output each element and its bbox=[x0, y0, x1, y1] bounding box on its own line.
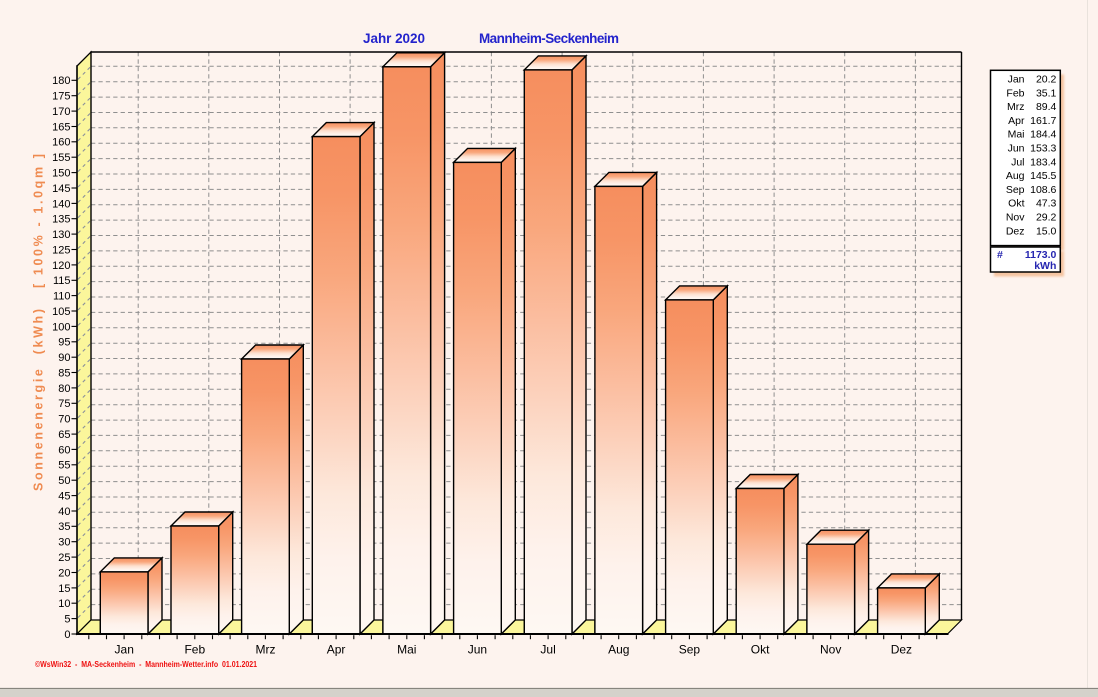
svg-text:140: 140 bbox=[52, 198, 70, 210]
svg-text:150: 150 bbox=[52, 168, 70, 180]
svg-text:Nov: Nov bbox=[820, 643, 841, 657]
svg-text:108.6: 108.6 bbox=[1030, 184, 1056, 196]
svg-text:80: 80 bbox=[58, 383, 70, 395]
svg-text:Jan: Jan bbox=[1008, 74, 1025, 86]
svg-text:0: 0 bbox=[64, 629, 70, 641]
svg-text:Okt: Okt bbox=[1008, 198, 1024, 210]
svg-text:100: 100 bbox=[52, 321, 70, 333]
svg-text:40: 40 bbox=[58, 506, 70, 518]
svg-text:145: 145 bbox=[52, 183, 70, 195]
svg-text:Aug: Aug bbox=[1006, 170, 1025, 182]
svg-text:10: 10 bbox=[58, 598, 70, 610]
svg-text:105: 105 bbox=[52, 306, 70, 318]
svg-text:Dez: Dez bbox=[1006, 225, 1025, 237]
svg-text:#: # bbox=[997, 249, 1003, 261]
svg-text:153.3: 153.3 bbox=[1030, 143, 1056, 155]
svg-text:Mai: Mai bbox=[1008, 129, 1025, 141]
svg-text:Jahr 2020: Jahr 2020 bbox=[363, 31, 425, 46]
svg-text:45: 45 bbox=[58, 491, 70, 503]
svg-text:Sep: Sep bbox=[1006, 184, 1025, 196]
svg-text:175: 175 bbox=[52, 91, 70, 103]
svg-text:5: 5 bbox=[64, 614, 70, 626]
svg-text:161.7: 161.7 bbox=[1030, 115, 1056, 127]
svg-text:30: 30 bbox=[58, 537, 70, 549]
svg-text:135: 135 bbox=[52, 214, 70, 226]
svg-text:47.3: 47.3 bbox=[1036, 198, 1057, 210]
svg-text:1173.0: 1173.0 bbox=[1025, 249, 1057, 261]
svg-text:90: 90 bbox=[58, 352, 70, 364]
svg-text:©WsWin32 - MA-Seckenheim -: ©WsWin32 - MA-Seckenheim - Mannheim-Wett… bbox=[35, 659, 257, 669]
svg-text:Sonnenenergie (kWh) [ 100%: Sonnenenergie (kWh) [ 100% - 1.0qm ] bbox=[32, 154, 46, 491]
svg-text:Mrz: Mrz bbox=[1007, 101, 1025, 113]
svg-text:kWh: kWh bbox=[1034, 260, 1056, 272]
svg-text:Jun: Jun bbox=[1008, 143, 1025, 155]
svg-text:Jul: Jul bbox=[540, 643, 555, 657]
svg-text:Jul: Jul bbox=[1011, 156, 1024, 168]
svg-text:115: 115 bbox=[53, 275, 71, 287]
svg-text:15.0: 15.0 bbox=[1036, 225, 1057, 237]
svg-text:Nov: Nov bbox=[1006, 212, 1025, 224]
svg-text:Dez: Dez bbox=[891, 643, 912, 657]
svg-text:15: 15 bbox=[58, 583, 70, 595]
svg-text:Sep: Sep bbox=[679, 643, 701, 657]
svg-text:130: 130 bbox=[52, 229, 70, 241]
svg-text:180: 180 bbox=[52, 75, 70, 87]
svg-text:65: 65 bbox=[58, 429, 70, 441]
svg-text:55: 55 bbox=[58, 460, 70, 472]
svg-text:184.4: 184.4 bbox=[1030, 129, 1056, 141]
svg-text:Mannheim-Seckenheim: Mannheim-Seckenheim bbox=[479, 31, 619, 46]
svg-text:70: 70 bbox=[58, 414, 70, 426]
svg-text:29.2: 29.2 bbox=[1036, 212, 1057, 224]
svg-text:160: 160 bbox=[52, 137, 70, 149]
svg-text:20.2: 20.2 bbox=[1036, 74, 1057, 86]
svg-text:85: 85 bbox=[58, 367, 70, 379]
svg-text:145.5: 145.5 bbox=[1030, 170, 1056, 182]
svg-text:Mai: Mai bbox=[397, 643, 416, 657]
svg-text:35.1: 35.1 bbox=[1036, 87, 1057, 99]
svg-text:Apr: Apr bbox=[1008, 115, 1025, 127]
svg-text:Aug: Aug bbox=[608, 643, 629, 657]
svg-text:Feb: Feb bbox=[184, 643, 205, 657]
svg-text:125: 125 bbox=[52, 244, 70, 256]
svg-text:25: 25 bbox=[58, 552, 70, 564]
svg-text:110: 110 bbox=[53, 291, 71, 303]
svg-text:Apr: Apr bbox=[327, 643, 346, 657]
svg-text:165: 165 bbox=[52, 121, 70, 133]
svg-text:Okt: Okt bbox=[751, 643, 770, 657]
svg-text:Mrz: Mrz bbox=[256, 643, 276, 657]
svg-text:Feb: Feb bbox=[1006, 87, 1024, 99]
svg-text:183.4: 183.4 bbox=[1030, 156, 1056, 168]
svg-text:120: 120 bbox=[52, 260, 70, 272]
svg-text:170: 170 bbox=[52, 106, 70, 118]
svg-text:89.4: 89.4 bbox=[1036, 101, 1057, 113]
svg-text:95: 95 bbox=[58, 337, 70, 349]
svg-text:60: 60 bbox=[58, 444, 70, 456]
svg-text:Jun: Jun bbox=[468, 643, 487, 657]
svg-text:75: 75 bbox=[58, 398, 70, 410]
svg-text:50: 50 bbox=[58, 475, 70, 487]
svg-text:Jan: Jan bbox=[115, 643, 134, 657]
svg-text:35: 35 bbox=[58, 521, 70, 533]
svg-text:20: 20 bbox=[58, 567, 70, 579]
svg-text:155: 155 bbox=[52, 152, 70, 164]
